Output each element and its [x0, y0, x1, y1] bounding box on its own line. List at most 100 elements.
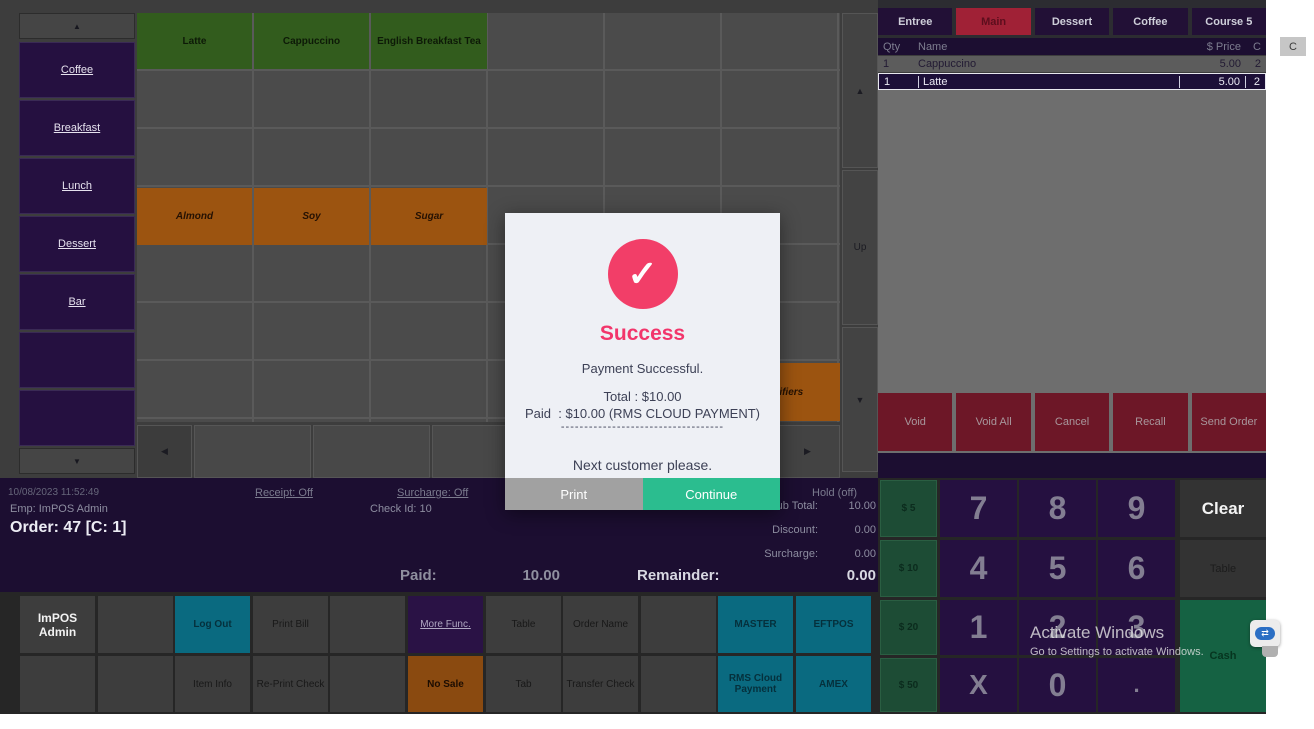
- order-row-qty: 1: [879, 75, 919, 88]
- cash-button[interactable]: Cash: [1180, 600, 1266, 712]
- eftpos-payment-button[interactable]: EFTPOS: [796, 596, 871, 653]
- function-empty-cell: [20, 656, 95, 712]
- numpad-8[interactable]: 8: [1019, 480, 1096, 537]
- modifier-button-almond[interactable]: Almond: [137, 188, 252, 245]
- continue-button[interactable]: Continue: [642, 478, 780, 510]
- function-empty-cell: [641, 656, 716, 712]
- check-id-label: Check Id: 10: [370, 503, 432, 515]
- item-info-button[interactable]: Item Info: [175, 656, 250, 712]
- function-empty-cell: [330, 656, 405, 712]
- category-scroll-up-button[interactable]: ▲: [19, 13, 135, 39]
- paid-value: 10.00: [522, 567, 560, 584]
- order-number-label: Order: 47 [C: 1]: [10, 519, 127, 536]
- payment-success-dialog: ✓ Success Payment Successful. Total : $1…: [505, 213, 780, 510]
- sidebar-item-lunch[interactable]: Lunch: [19, 158, 135, 214]
- tab-main[interactable]: Main: [956, 8, 1031, 35]
- void-button[interactable]: Void: [878, 393, 953, 451]
- dialog-content: ✓ Success Payment Successful. Total : $1…: [505, 213, 780, 478]
- double-arrow-icon: ⇄: [1255, 627, 1275, 640]
- reprint-check-button[interactable]: Re-Print Check: [253, 656, 328, 712]
- recall-button[interactable]: Recall: [1113, 393, 1188, 451]
- order-row-price: 5.00: [1219, 58, 1241, 70]
- numpad-1[interactable]: 1: [940, 600, 1017, 655]
- money-20-button[interactable]: $ 20: [880, 600, 937, 655]
- product-button-english-breakfast-tea[interactable]: English Breakfast Tea: [371, 13, 487, 69]
- numpad-9[interactable]: 9: [1098, 480, 1175, 537]
- order-row-qty: 1: [883, 58, 890, 70]
- product-button-latte[interactable]: Latte: [137, 13, 252, 69]
- order-row-cappuccino[interactable]: 1 Cappuccino 5.00 2: [878, 56, 1266, 72]
- order-row-course: 2: [1254, 58, 1261, 70]
- numpad-0[interactable]: 0: [1019, 658, 1096, 712]
- dialog-buttons: Print Continue: [505, 478, 780, 510]
- grid-page-up-button[interactable]: ▲: [842, 13, 878, 168]
- numpad-6[interactable]: 6: [1098, 540, 1175, 597]
- product-button-cappuccino[interactable]: Cappuccino: [254, 13, 369, 69]
- print-bill-button[interactable]: Print Bill: [253, 596, 328, 653]
- rms-cloud-payment-button[interactable]: RMS Cloud Payment: [718, 656, 793, 712]
- column-header-name: Name: [918, 40, 948, 53]
- table-function-button[interactable]: Table: [486, 596, 561, 653]
- tab-entree[interactable]: Entree: [878, 8, 953, 35]
- grid-right-button[interactable]: ▶: [775, 425, 840, 478]
- teamviewer-icon[interactable]: ⇄: [1250, 620, 1284, 660]
- log-out-button[interactable]: Log Out: [175, 596, 250, 653]
- sidebar-item-bar[interactable]: Bar: [19, 274, 135, 330]
- surcharge-toggle-link[interactable]: Surcharge: Off: [397, 487, 469, 499]
- money-5-button[interactable]: $ 5: [880, 480, 937, 537]
- total-line: Total : $10.00: [603, 389, 682, 404]
- tab-dessert[interactable]: Dessert: [1034, 8, 1110, 35]
- no-sale-button[interactable]: No Sale: [408, 656, 483, 712]
- transfer-check-button[interactable]: Transfer Check: [563, 656, 638, 712]
- grid-page-down-button[interactable]: ▼: [842, 327, 878, 472]
- numpad-multiply[interactable]: X: [940, 658, 1017, 712]
- receipt-toggle-link[interactable]: Receipt: Off: [255, 487, 313, 499]
- numpad-7[interactable]: 7: [940, 480, 1017, 537]
- more-functions-button[interactable]: More Func.: [408, 596, 483, 653]
- amex-payment-button[interactable]: AMEX: [796, 656, 871, 712]
- send-order-button[interactable]: Send Order: [1191, 393, 1267, 451]
- money-10-button[interactable]: $ 10: [880, 540, 937, 597]
- table-payment-button[interactable]: Table: [1180, 540, 1266, 597]
- paid-line: Paid : $10.00 (RMS CLOUD PAYMENT): [524, 406, 761, 421]
- numpad-4[interactable]: 4: [940, 540, 1017, 597]
- tab-function-button[interactable]: Tab: [486, 656, 561, 712]
- sidebar-item-dessert[interactable]: Dessert: [19, 216, 135, 272]
- void-all-button[interactable]: Void All: [956, 393, 1031, 451]
- modifier-button-sugar[interactable]: Sugar: [371, 188, 487, 245]
- pos-app-window: ▲ Coffee Breakfast Lunch Dessert Bar ▼ L…: [0, 0, 1267, 714]
- numpad-5[interactable]: 5: [1019, 540, 1096, 597]
- grid-left-button[interactable]: ◀: [137, 425, 192, 478]
- grid-bottom-empty-cell: [313, 425, 430, 478]
- print-button[interactable]: Print: [505, 478, 643, 510]
- numpad-decimal[interactable]: .: [1098, 658, 1175, 712]
- money-50-button[interactable]: $ 50: [880, 658, 937, 712]
- subtotal-row: Sub Total: 10.00: [540, 499, 876, 513]
- order-row-course: 2: [1245, 75, 1265, 88]
- order-row-latte-selected[interactable]: 1 Latte 5.00 2: [878, 73, 1266, 90]
- order-entry-strip: [878, 453, 1266, 478]
- datetime-label: 10/08/2023 11:52:49: [8, 487, 100, 498]
- master-payment-button[interactable]: MASTER: [718, 596, 793, 653]
- category-scroll-down-button[interactable]: ▼: [19, 448, 135, 474]
- remote-support-handle: ⇄: [1250, 620, 1280, 647]
- numpad-3[interactable]: 3: [1098, 600, 1175, 655]
- sidebar-item-coffee[interactable]: Coffee: [19, 42, 135, 98]
- order-name-button[interactable]: Order Name: [563, 596, 638, 653]
- grid-bottom-empty-cell: [194, 425, 311, 478]
- clear-button[interactable]: Clear: [1180, 480, 1266, 537]
- surcharge-value: 0.00: [854, 548, 876, 560]
- sidebar-item-breakfast[interactable]: Breakfast: [19, 100, 135, 156]
- column-header-course: C: [1253, 40, 1261, 53]
- grid-up-button[interactable]: Up: [842, 170, 878, 325]
- numpad-2[interactable]: 2: [1019, 600, 1096, 655]
- cancel-button[interactable]: Cancel: [1034, 393, 1110, 451]
- tab-course-5[interactable]: Course 5: [1191, 8, 1267, 35]
- modifier-button-soy[interactable]: Soy: [254, 188, 369, 245]
- handle-tab: [1262, 646, 1278, 657]
- function-empty-cell: [330, 596, 405, 653]
- discount-row: Discount: 0.00: [540, 523, 876, 537]
- tab-coffee[interactable]: Coffee: [1113, 8, 1188, 35]
- dialog-message: Payment Successful.: [581, 361, 704, 376]
